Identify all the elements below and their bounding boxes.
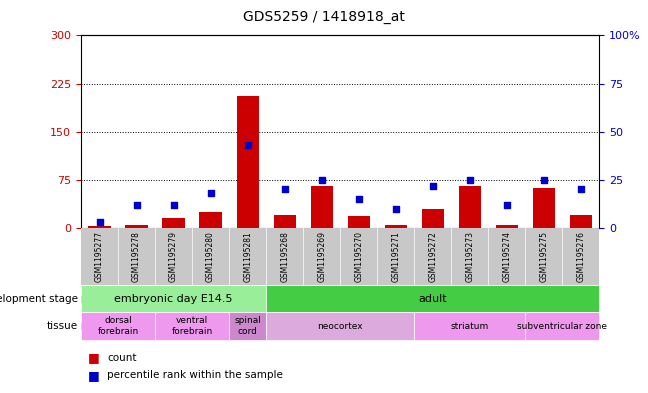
Bar [347,217,370,228]
Text: ■: ■ [87,369,99,382]
Bar [570,215,592,228]
Point [132,202,142,208]
Text: GSM1195272: GSM1195272 [428,231,437,282]
Text: percentile rank within the sample: percentile rank within the sample [107,370,283,380]
Text: neocortex: neocortex [318,322,363,331]
Point [538,176,549,183]
Text: tissue: tissue [47,321,78,331]
Text: GSM1195280: GSM1195280 [206,231,215,282]
Bar [200,212,222,228]
Text: striatum: striatum [450,322,489,331]
Text: GSM1195279: GSM1195279 [169,231,178,282]
Text: GSM1195278: GSM1195278 [132,231,141,282]
Text: embryonic day E14.5: embryonic day E14.5 [114,294,233,304]
Text: GSM1195269: GSM1195269 [317,231,326,282]
Text: dorsal
forebrain: dorsal forebrain [97,316,139,336]
Text: development stage: development stage [0,294,78,304]
Text: GSM1195275: GSM1195275 [539,231,548,282]
Point [428,182,438,189]
Text: GSM1195277: GSM1195277 [95,231,104,282]
Text: adult: adult [419,294,447,304]
Point [242,142,253,148]
Bar [496,225,518,228]
Text: subventricular zone: subventricular zone [517,322,607,331]
Text: GSM1195268: GSM1195268 [280,231,289,282]
Text: GDS5259 / 1418918_at: GDS5259 / 1418918_at [243,10,405,24]
Bar [163,218,185,228]
Text: count: count [107,353,137,363]
Point [279,186,290,193]
Bar [459,186,481,228]
Bar [237,96,259,228]
Point [316,176,327,183]
Point [354,196,364,202]
Text: GSM1195273: GSM1195273 [465,231,474,282]
Bar [422,209,444,228]
Bar [310,186,333,228]
Point [95,219,105,225]
Text: ■: ■ [87,351,99,364]
Text: GSM1195270: GSM1195270 [354,231,364,282]
Bar [385,225,407,228]
Text: GSM1195281: GSM1195281 [243,231,252,282]
Text: spinal
cord: spinal cord [234,316,261,336]
Bar [126,225,148,228]
Point [465,176,475,183]
Text: GSM1195274: GSM1195274 [502,231,511,282]
Text: ▶: ▶ [78,321,88,331]
Bar [273,215,295,228]
Bar [533,188,555,228]
Text: GSM1195271: GSM1195271 [391,231,400,282]
Point [205,190,216,196]
Point [391,206,401,212]
Bar [88,226,111,228]
Text: ▶: ▶ [78,294,88,304]
Point [502,202,512,208]
Text: ventral
forebrain: ventral forebrain [172,316,213,336]
Point [575,186,586,193]
Text: GSM1195276: GSM1195276 [576,231,585,282]
Point [168,202,179,208]
